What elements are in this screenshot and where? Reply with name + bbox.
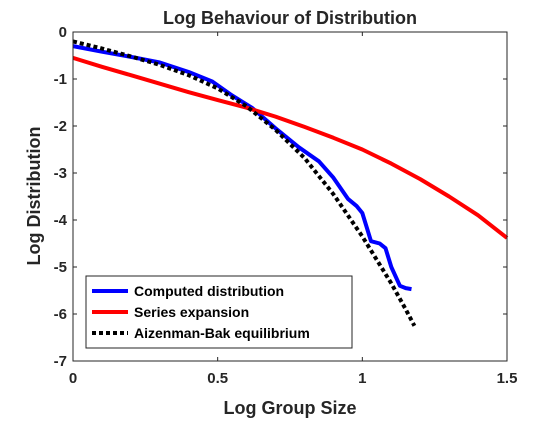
x-tick-label: 1 [358, 370, 366, 387]
plot-frame [72, 31, 508, 362]
legend-label-1: Series expansion [134, 304, 249, 320]
chart-title: Log Behaviour of Distribution [163, 8, 417, 28]
x-axis-label: Log Group Size [224, 398, 357, 418]
y-tick-label: -4 [54, 212, 68, 229]
series-line-2 [72, 39, 417, 327]
y-tick-label: -1 [54, 71, 67, 88]
axis-ticks: 0 0.5 1 1.5 0 -1 -2 -3 -4 -5 -6 -7 [54, 24, 518, 387]
series-line-1 [72, 55, 509, 240]
y-tick-label: -7 [54, 353, 67, 370]
y-tick-label: -5 [54, 259, 67, 276]
y-tick-label: -6 [54, 306, 67, 323]
x-tick-label: 0 [69, 370, 77, 387]
y-axis-label: Log Distribution [24, 127, 44, 266]
legend-label-0: Computed distribution [134, 283, 284, 299]
series-line-0 [72, 44, 412, 292]
legend: Computed distribution Series expansion Aiz… [85, 275, 353, 349]
legend-label-2: Aizenman-Bak equilibrium [134, 325, 310, 341]
y-tick-label: -2 [54, 118, 67, 135]
y-tick-label: 0 [59, 24, 67, 41]
x-tick-label: 1.5 [497, 370, 518, 387]
x-tick-label: 0.5 [207, 370, 228, 387]
y-tick-label: -3 [54, 165, 67, 182]
legend-box [85, 275, 353, 349]
series-layer [72, 39, 509, 327]
